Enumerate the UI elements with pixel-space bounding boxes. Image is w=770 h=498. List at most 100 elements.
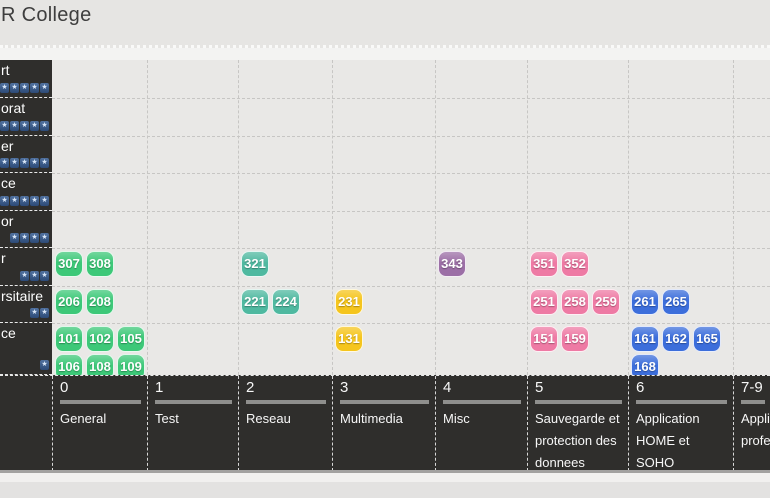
star-icon: ★ xyxy=(30,271,39,281)
item-badge[interactable]: 265 xyxy=(662,289,690,315)
axis-column: 1 Test xyxy=(147,376,238,471)
item-badge[interactable]: 251 xyxy=(530,289,558,315)
item-badge[interactable]: 352 xyxy=(561,251,589,277)
item-badge[interactable]: 151 xyxy=(530,326,558,352)
row-label: rsitaire xyxy=(1,288,44,304)
matrix-cell: 343 xyxy=(438,251,526,277)
star-icon: ★ xyxy=(30,196,39,206)
star-icon: ★ xyxy=(40,233,49,243)
column-axis-band: 0 General 1 Test 2 Reseau 3 Multimedia 4 Misc 5 Sau… xyxy=(0,375,770,471)
star-icon: ★ xyxy=(40,360,49,370)
item-badge[interactable]: 208 xyxy=(86,289,114,315)
star-icon: ★ xyxy=(20,83,29,93)
row-label: ce xyxy=(1,325,16,341)
star-icon: ★ xyxy=(20,233,29,243)
axis-column-label: Appli profe xyxy=(741,411,770,448)
star-icon: ★ xyxy=(20,121,29,131)
axis-column-bar xyxy=(443,400,521,404)
axis-column-label: Misc xyxy=(443,411,470,426)
item-badge[interactable]: 105 xyxy=(117,326,145,352)
star-icon: ★ xyxy=(30,83,39,93)
row-rating: ★ ★ ★ ★ ★ xyxy=(0,196,49,206)
star-icon: ★ xyxy=(40,121,49,131)
axis-column-index: 3 xyxy=(340,379,349,396)
matrix-cell: 231 xyxy=(335,289,434,315)
matrix-cell: 221 224 xyxy=(241,289,331,315)
item-badge[interactable]: 224 xyxy=(272,289,300,315)
row-rating: ★ ★ xyxy=(30,308,49,318)
star-icon: ★ xyxy=(30,121,39,131)
item-badge[interactable]: 102 xyxy=(86,326,114,352)
row-label: er xyxy=(1,138,14,154)
row-rating: ★ xyxy=(40,360,49,370)
matrix-cell: 261 265 xyxy=(631,289,732,315)
star-icon: ★ xyxy=(30,233,39,243)
star-icon: ★ xyxy=(20,196,29,206)
page-header: R College xyxy=(0,0,770,48)
item-badge[interactable]: 106 xyxy=(55,354,83,380)
star-icon: ★ xyxy=(10,233,19,243)
item-badge[interactable]: 101 xyxy=(55,326,83,352)
sidebar-row: er ★ ★ ★ ★ ★ xyxy=(0,136,52,173)
item-badge[interactable]: 159 xyxy=(561,326,589,352)
gridline-vertical xyxy=(238,60,239,375)
item-badge[interactable]: 261 xyxy=(631,289,659,315)
axis-corner xyxy=(0,376,52,471)
item-badge[interactable]: 259 xyxy=(592,289,620,315)
row-label: or xyxy=(1,213,14,229)
matrix-cell: 351 352 xyxy=(530,251,627,277)
matrix-cell: 206 208 xyxy=(55,289,146,315)
item-badge[interactable]: 165 xyxy=(693,326,721,352)
star-icon: ★ xyxy=(0,83,9,93)
axis-column-index: 0 xyxy=(60,379,69,396)
item-badge[interactable]: 307 xyxy=(55,251,83,277)
axis-column-label: Sauvegarde et protection des donnees xyxy=(535,411,620,470)
axis-column-index: 6 xyxy=(636,379,645,396)
row-rating: ★ ★ ★ xyxy=(20,271,49,281)
item-badge[interactable]: 231 xyxy=(335,289,363,315)
item-badge[interactable]: 343 xyxy=(438,251,466,277)
axis-column: 2 Reseau xyxy=(238,376,332,471)
star-icon: ★ xyxy=(20,271,29,281)
star-icon: ★ xyxy=(10,196,19,206)
gridline-horizontal xyxy=(52,98,770,99)
axis-column-bar xyxy=(155,400,232,404)
gridline-vertical xyxy=(435,60,436,375)
axis-column-bar xyxy=(246,400,326,404)
item-badge[interactable]: 131 xyxy=(335,326,363,352)
sidebar-row: r ★ ★ ★ xyxy=(0,248,52,286)
matrix-cell: 307 308 xyxy=(55,251,146,277)
gridline-horizontal xyxy=(52,136,770,137)
matrix-cell: 151 159 xyxy=(530,326,627,352)
header-strip xyxy=(0,48,770,60)
axis-column-bar xyxy=(741,400,765,404)
item-badge[interactable]: 308 xyxy=(86,251,114,277)
matrix-cell: 251 258 259 xyxy=(530,289,627,315)
axis-column-bar xyxy=(60,400,141,404)
row-label: r xyxy=(1,250,6,266)
axis-column-label: Test xyxy=(155,411,179,426)
sidebar-row: ce ★ ★ ★ ★ ★ xyxy=(0,173,52,211)
gridline-horizontal xyxy=(52,286,770,287)
item-badge[interactable]: 258 xyxy=(561,289,589,315)
star-icon: ★ xyxy=(0,121,9,131)
sidebar-row: rt ★ ★ ★ ★ ★ xyxy=(0,60,52,98)
item-badge[interactable]: 321 xyxy=(241,251,269,277)
item-badge[interactable]: 206 xyxy=(55,289,83,315)
star-icon: ★ xyxy=(40,83,49,93)
star-icon: ★ xyxy=(30,158,39,168)
item-badge[interactable]: 162 xyxy=(662,326,690,352)
divider xyxy=(0,470,770,473)
axis-column: 0 General xyxy=(52,376,147,471)
item-badge[interactable]: 221 xyxy=(241,289,269,315)
item-badge[interactable]: 161 xyxy=(631,326,659,352)
horizontal-scrollbar[interactable] xyxy=(0,473,770,482)
axis-column-bar xyxy=(636,400,727,404)
item-badge[interactable]: 351 xyxy=(530,251,558,277)
axis-column-index: 4 xyxy=(443,379,452,396)
star-icon: ★ xyxy=(10,83,19,93)
axis-column-bar xyxy=(535,400,622,404)
axis-column: 4 Misc xyxy=(435,376,527,471)
axis-column-label: Multimedia xyxy=(340,411,403,426)
